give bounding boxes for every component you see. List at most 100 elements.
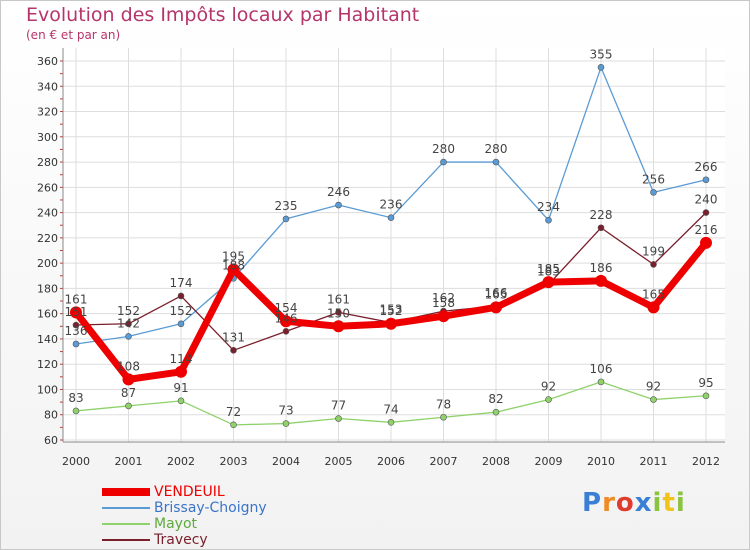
data-label: 77 [331,399,346,413]
data-label: 188 [222,258,245,272]
x-tick-label: 2007 [430,455,458,468]
data-label: 199 [642,244,665,258]
data-label: 87 [121,386,136,400]
x-tick-label: 2010 [587,455,615,468]
logo-letter: i [652,488,663,518]
y-tick-label: 300 [37,131,58,144]
data-point-mayot [125,402,132,410]
data-point-vendeuil [227,263,240,276]
y-tick-label: 360 [37,55,58,68]
logo-letter: x [634,488,653,518]
logo-letter: i [675,488,686,518]
x-tick-label: 2006 [377,455,405,468]
data-label: 142 [117,316,140,330]
data-label: 256 [642,172,665,186]
data-label: 166 [485,286,508,300]
data-point-travecy [282,328,290,335]
data-label: 152 [117,304,140,318]
data-label: 280 [432,142,455,156]
data-point-vendeuil [280,315,292,328]
data-point-brissay-choigny [125,333,132,340]
y-tick-label: 60 [44,434,58,447]
data-label: 92 [541,380,556,394]
data-point-mayot [72,407,80,415]
y-tick-label: 180 [37,282,58,295]
data-point-travecy [230,347,237,354]
x-tick-label: 2003 [220,455,248,468]
data-point-mayot [335,415,342,422]
data-label: 235 [275,199,298,213]
data-label: 234 [537,200,560,214]
logo-letter: r [602,488,616,518]
data-label: 106 [590,362,613,376]
data-label: 195 [222,249,245,263]
data-label: 74 [383,402,398,416]
data-point-travecy [650,261,657,268]
data-label: 92 [646,380,661,394]
data-point-brissay-choigny [440,158,447,166]
data-label: 151 [65,305,88,319]
y-tick-label: 320 [37,106,58,119]
data-label: 91 [173,381,188,395]
data-point-vendeuil [595,274,607,287]
data-point-travecy [125,320,132,328]
data-point-mayot [177,397,185,405]
y-tick-label: 240 [37,207,58,220]
y-tick-label: 160 [37,308,58,321]
data-point-vendeuil [175,365,187,378]
data-point-mayot [282,420,290,427]
y-tick-label: 100 [37,383,58,396]
data-point-mayot [650,396,657,403]
data-label: 162 [432,291,455,305]
data-point-vendeuil [437,310,450,323]
data-point-brissay-choigny [702,176,710,184]
y-tick-label: 80 [44,409,58,422]
data-label: 266 [695,160,718,174]
data-label: 158 [432,296,455,310]
data-label: 355 [590,47,613,61]
data-label: 152 [170,304,193,318]
x-tick-label: 2005 [325,455,353,468]
data-point-mayot [230,421,237,429]
data-point-vendeuil [700,236,712,249]
data-point-vendeuil [647,301,660,314]
data-point-brissay-choigny [335,201,342,209]
legend-swatch-vendeuil [102,488,150,496]
data-label: 185 [537,262,560,276]
data-point-travecy [335,309,342,316]
logo-letter: t [662,488,676,518]
data-label: 240 [695,193,718,207]
data-point-brissay-choigny [282,215,290,223]
chart-title: Evolution des Impôts locaux par Habitant [26,4,420,26]
data-label: 136 [65,324,88,338]
x-tick-label: 2008 [482,455,510,468]
data-point-vendeuil [490,301,502,314]
data-label: 154 [275,301,298,315]
x-tick-label: 2004 [272,455,300,468]
logo-letter: P [582,488,603,518]
legend-label-vendeuil: VENDEUIL [154,484,225,500]
legend-swatch-brissay-choigny [102,507,150,509]
data-label: 183 [537,265,560,279]
data-point-mayot [597,378,605,386]
x-tick-label: 2001 [115,455,143,468]
data-label: 82 [488,392,503,406]
data-label: 186 [590,261,613,275]
data-point-mayot [545,396,552,403]
legend-label-travecy: Travecy [154,532,208,548]
legend-swatch-travecy [102,539,150,541]
data-point-brissay-choigny [177,320,185,328]
x-tick-label: 2000 [62,455,90,468]
data-label: 165 [485,287,508,301]
data-label: 165 [642,287,665,301]
data-label: 83 [68,391,83,405]
x-tick-label: 2011 [640,455,668,468]
logo-letter: o [615,488,635,518]
data-label: 216 [695,223,718,237]
y-tick-label: 120 [37,358,58,371]
data-point-travecy [597,224,605,232]
chart-subtitle: (en € et par an) [26,28,121,42]
data-point-mayot [387,419,395,426]
data-point-travecy [72,321,80,329]
